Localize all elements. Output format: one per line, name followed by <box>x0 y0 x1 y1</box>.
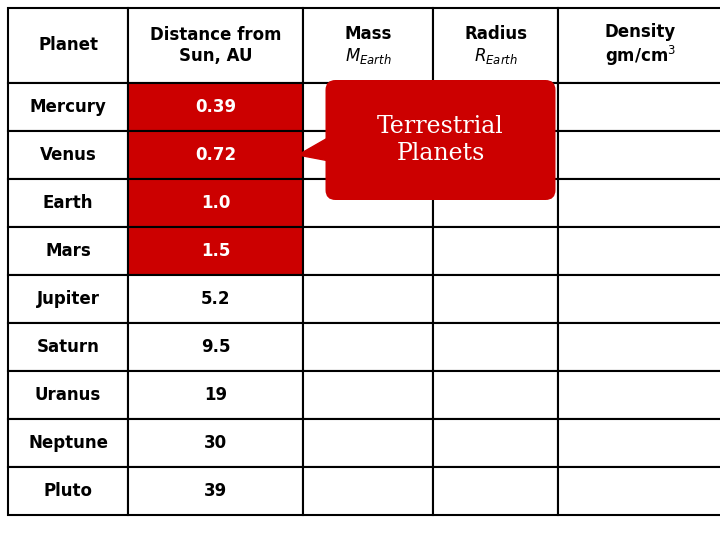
Bar <box>128 419 303 467</box>
Bar <box>433 419 558 467</box>
Bar <box>128 467 303 515</box>
Bar <box>558 179 720 227</box>
Bar <box>433 8 558 83</box>
Bar <box>303 275 433 323</box>
Bar <box>433 275 558 323</box>
Bar <box>433 467 558 515</box>
Text: Pluto: Pluto <box>43 482 92 500</box>
Bar <box>433 323 558 371</box>
Bar <box>128 179 303 227</box>
Text: 1.0: 1.0 <box>201 194 230 212</box>
Bar <box>303 227 433 275</box>
Bar <box>8 371 128 419</box>
FancyBboxPatch shape <box>325 80 556 200</box>
Text: Neptune: Neptune <box>28 434 108 452</box>
Text: Earth: Earth <box>42 194 94 212</box>
Bar <box>128 8 303 83</box>
Bar <box>433 83 558 131</box>
Text: 5.2: 5.2 <box>201 290 230 308</box>
Bar <box>303 467 433 515</box>
Bar <box>558 323 720 371</box>
Bar <box>433 227 558 275</box>
Bar <box>558 419 720 467</box>
Text: Venus: Venus <box>40 146 96 164</box>
Bar <box>303 419 433 467</box>
Text: 19: 19 <box>204 386 227 404</box>
Bar <box>558 467 720 515</box>
Bar <box>8 323 128 371</box>
Text: 30: 30 <box>204 434 227 452</box>
Bar <box>558 275 720 323</box>
Bar <box>558 227 720 275</box>
Text: 0.39: 0.39 <box>195 98 236 116</box>
Bar <box>558 371 720 419</box>
Bar <box>433 179 558 227</box>
Bar <box>433 371 558 419</box>
Text: Radius
$R_{Earth}$: Radius $R_{Earth}$ <box>464 25 527 66</box>
Text: Density
gm/cm$^3$: Density gm/cm$^3$ <box>605 23 676 69</box>
Bar <box>303 371 433 419</box>
Text: Mars: Mars <box>45 242 91 260</box>
Text: Uranus: Uranus <box>35 386 101 404</box>
Text: Distance from
Sun, AU: Distance from Sun, AU <box>150 26 282 65</box>
Text: 9.5: 9.5 <box>201 338 230 356</box>
Bar <box>303 323 433 371</box>
Text: 1.5: 1.5 <box>201 242 230 260</box>
Text: Saturn: Saturn <box>37 338 99 356</box>
Bar <box>8 227 128 275</box>
Text: Jupiter: Jupiter <box>37 290 99 308</box>
Bar <box>8 83 128 131</box>
Bar <box>8 467 128 515</box>
Bar <box>128 371 303 419</box>
Text: 0.72: 0.72 <box>195 146 236 164</box>
Bar <box>128 131 303 179</box>
Bar <box>8 419 128 467</box>
Bar <box>433 131 558 179</box>
Polygon shape <box>298 125 351 165</box>
Text: Mercury: Mercury <box>30 98 107 116</box>
Bar <box>303 131 433 179</box>
Bar <box>303 179 433 227</box>
Text: Mass
$M_{Earth}$: Mass $M_{Earth}$ <box>344 25 392 66</box>
Text: Planet: Planet <box>38 37 98 55</box>
Text: Terrestrial
Planets: Terrestrial Planets <box>377 115 504 165</box>
Text: 39: 39 <box>204 482 227 500</box>
Bar <box>8 131 128 179</box>
Bar <box>8 8 128 83</box>
Bar <box>303 8 433 83</box>
Bar <box>128 227 303 275</box>
Bar <box>8 275 128 323</box>
Bar <box>558 8 720 83</box>
Bar <box>558 131 720 179</box>
Bar <box>128 323 303 371</box>
Bar <box>558 83 720 131</box>
Bar <box>8 179 128 227</box>
Bar <box>128 83 303 131</box>
Bar <box>128 275 303 323</box>
Bar <box>303 83 433 131</box>
